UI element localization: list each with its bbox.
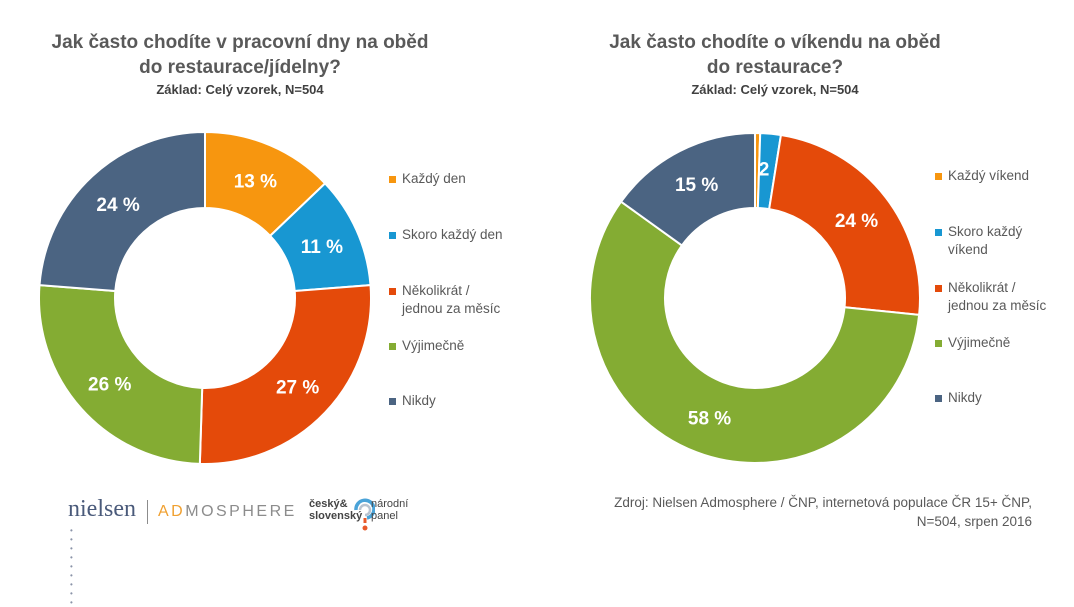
admosphere-logo-rest: MOSPHERE [185, 503, 297, 520]
chart1-slice-nekolikrat-jednou-za-mesic [198, 284, 372, 465]
np-logo-text: národní panel [371, 498, 408, 522]
chart2-slice-nekolikrat-jednou-za-mesic [768, 133, 921, 316]
chart1-data-label-nekolikrat-jednou-za-mesic: 27 % [276, 377, 319, 398]
chart1-data-label-nikdy: 24 % [96, 195, 139, 216]
legend-swatch-icon [935, 285, 942, 292]
question-mark-icon [354, 498, 375, 531]
legend-label: Výjimečně [948, 335, 1011, 350]
chart1-data-label-kazdy-den: 13 % [234, 171, 277, 192]
cs-logo-line2: slovenský [309, 510, 363, 522]
legend-label: Několikrát / jednou za měsíc [402, 283, 501, 316]
legend-label: Nikdy [402, 393, 436, 408]
legend-label: Výjimečně [402, 338, 465, 353]
source-note: Zdroj: Nielsen Admosphere / ČNP, interne… [614, 493, 1032, 531]
legend-swatch-icon [389, 343, 396, 350]
admosphere-logo: ADMOSPHERE [158, 503, 297, 521]
chart1-donut: 13 % 11 % 27 % 26 % 24 % [38, 130, 372, 465]
legend-label: Skoro každý víkend [948, 224, 1023, 257]
nielsen-logo: nielsen [68, 496, 136, 522]
nielsen-logo-dots: • • • • • • • • • [70, 526, 76, 607]
cs-logo-text: český& slovenský [309, 498, 362, 522]
legend-swatch-icon [935, 340, 942, 347]
chart2-title-line2: do restaurace? [706, 57, 844, 78]
legend-swatch-icon [389, 288, 396, 295]
admosphere-logo-ad: AD [158, 503, 186, 520]
legend-swatch-icon [389, 176, 396, 183]
chart2-data-label-vyjimecne: 58 % [688, 409, 731, 430]
chart2-data-label-nikdy: 15 % [675, 175, 718, 196]
legend-label: Každý víkend [948, 168, 1030, 183]
chart1-title: Jak často chodíte v pracovní dny na oběd… [40, 30, 440, 80]
source-line2: N=504, srpen 2016 [916, 514, 1032, 529]
chart1-data-label-vyjimecne: 26 % [88, 374, 131, 395]
legend-swatch-icon [935, 229, 942, 236]
chart1-data-label-skoro-kazdy-den: 11 % [301, 237, 343, 258]
chart2-title: Jak často chodíte o víkendu na oběd do r… [590, 30, 960, 80]
logo-divider [147, 500, 148, 524]
chart2-title-line1: Jak často chodíte o víkendu na oběd [609, 32, 941, 53]
legend-label: Každý den [402, 171, 466, 186]
source-line1: Zdroj: Nielsen Admosphere / ČNP, interne… [614, 495, 1032, 510]
np-logo-line2: panel [371, 510, 398, 522]
chart2-slice-vyjimecne [589, 200, 921, 464]
legend-label: Nikdy [948, 390, 982, 405]
chart1-subtitle: Základ: Celý vzorek, N=504 [156, 82, 324, 97]
legend-label: Několikrát / jednou za měsíc [948, 280, 1047, 313]
donut-charts-canvas: 13 %11 %27 %26 %24 %2 %24 %58 %15 % [38, 130, 921, 465]
chart2-data-label-nekolikrat-jednou-za-mesic: 24 % [835, 211, 878, 232]
chart2-donut: 2 %24 %58 %15 % [589, 131, 921, 464]
cs-logo-line1: český& [309, 498, 348, 510]
legend-swatch-icon [935, 173, 942, 180]
chart2-subtitle: Základ: Celý vzorek, N=504 [691, 82, 859, 97]
chart1-title-line1: Jak často chodíte v pracovní dny na oběd [51, 32, 429, 53]
chart1-slice-vyjimecne [38, 284, 204, 465]
chart1-slice-nikdy [38, 130, 206, 293]
legend-swatch-icon [389, 398, 396, 405]
chart1-title-line2: do restaurace/jídelny? [139, 57, 341, 78]
legend-label: Skoro každý den [402, 227, 503, 242]
legend-swatch-icon [389, 232, 396, 239]
chart2-slice-nikdy [619, 131, 756, 247]
cesky-slovensky-narodni-panel-logo: český& slovenský národní panel [309, 496, 419, 532]
np-logo-line1: národní [371, 498, 409, 510]
legend-swatch-icon [935, 395, 942, 402]
